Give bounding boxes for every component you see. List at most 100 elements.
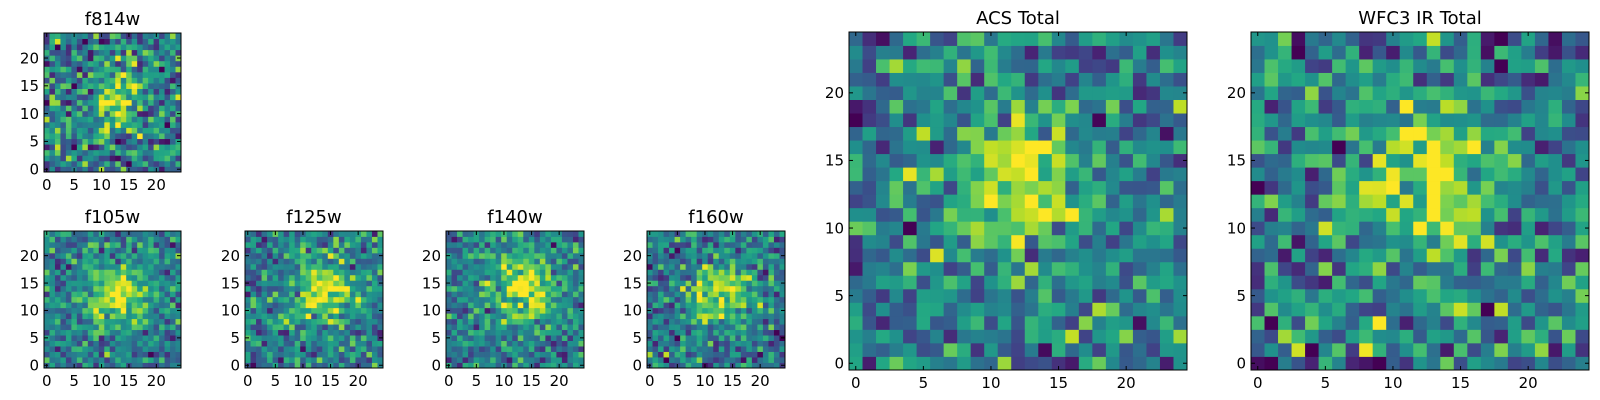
heatmap-cell [109, 55, 116, 62]
heatmap-cell [889, 167, 904, 182]
heatmap-cell [702, 291, 709, 298]
heatmap-cell [713, 231, 720, 237]
heatmap-cell [572, 357, 579, 363]
heatmap-cell [1092, 221, 1107, 236]
heatmap-cell [762, 269, 769, 276]
heatmap-cell [1507, 167, 1522, 182]
x-tick-label: 0 [1253, 374, 1263, 392]
heatmap-cell [159, 88, 165, 95]
heatmap-cell [131, 335, 138, 341]
heatmap-cell [457, 274, 463, 281]
heatmap-cells [647, 231, 786, 369]
heatmap-cell [1494, 342, 1509, 357]
x-tick-label: 15 [1451, 374, 1470, 392]
heatmap-cell [283, 313, 290, 320]
heatmap-cell [87, 252, 94, 259]
heatmap-cell [652, 335, 659, 341]
heatmap-cell [49, 55, 56, 62]
heatmap-cell [333, 231, 340, 237]
heatmap-cell [1146, 153, 1161, 168]
heatmap-cell [1105, 329, 1120, 344]
heatmap-cell [164, 274, 171, 281]
x-tick-label: 5 [472, 372, 482, 390]
heatmap-cell [305, 340, 312, 347]
heatmap-cell [1386, 32, 1401, 46]
heatmap-cell [572, 263, 579, 270]
heatmap-cell [126, 77, 133, 84]
heatmap-cell [1305, 72, 1319, 87]
heatmap-cell [294, 357, 301, 363]
heatmap-cell [60, 231, 67, 237]
heatmap-cell [740, 247, 747, 254]
heatmap-cell [1011, 261, 1026, 276]
heatmap-cell [1024, 45, 1039, 60]
heatmap-cell [148, 296, 154, 303]
heatmap-cell [862, 86, 877, 100]
heatmap-cell [1507, 194, 1522, 209]
heatmap-cell [1399, 113, 1414, 128]
heatmap-cell [984, 329, 999, 344]
heatmap-cell [539, 296, 546, 303]
heatmap-cell [82, 166, 89, 173]
heatmap-cell [294, 285, 301, 292]
heatmap-cell [54, 324, 61, 331]
heatmap-cell [1548, 194, 1563, 209]
heatmap-cell [1372, 207, 1387, 222]
heatmap-cell [137, 241, 144, 248]
heatmap-cell [567, 285, 574, 292]
heatmap-cell [1011, 221, 1026, 236]
heatmap-cell [98, 110, 105, 117]
heatmap-cell [779, 263, 786, 270]
heatmap-cell [889, 86, 904, 100]
heatmap-cell [120, 307, 127, 314]
heatmap-cell [153, 324, 160, 331]
heatmap-cell [137, 127, 144, 134]
heatmap-cell [523, 324, 530, 331]
heatmap-cell [1359, 234, 1374, 249]
heatmap-cell [322, 329, 329, 336]
heatmap-cell [115, 291, 122, 298]
heatmap-cell [876, 261, 890, 276]
heatmap-cell [159, 357, 165, 363]
heatmap-cell [1521, 234, 1536, 249]
heatmap-cell [930, 140, 945, 155]
heatmap-cell [71, 357, 78, 363]
heatmap-cell [984, 153, 999, 168]
heatmap-cell [142, 351, 149, 358]
heatmap-cell [718, 231, 725, 237]
heatmap-cell [1534, 302, 1549, 317]
heatmap-cell [534, 258, 541, 265]
heatmap-cell [142, 346, 149, 352]
heatmap-cell [1119, 167, 1134, 182]
heatmap-cell [462, 263, 469, 270]
heatmap-cell [550, 318, 557, 325]
heatmap-cell [289, 291, 296, 298]
heatmap-cell [1507, 180, 1522, 195]
heatmap-cell [1521, 275, 1536, 290]
heatmap-cell [1453, 302, 1468, 317]
heatmap-cell [164, 160, 171, 167]
heatmap-cell [658, 263, 664, 270]
heatmap-cell [773, 231, 780, 237]
heatmap-cell [669, 231, 675, 237]
heatmap-cell [126, 357, 133, 363]
heatmap-cell [305, 313, 312, 320]
heatmap-cell [545, 280, 552, 287]
heatmap-cell [1507, 45, 1522, 60]
heatmap-cell [54, 362, 61, 369]
heatmap-cell [300, 269, 307, 276]
heatmap-cell [1548, 113, 1563, 128]
heatmap-cell [1065, 315, 1080, 330]
heatmap-cell [490, 324, 497, 331]
heatmap-cell [60, 258, 67, 265]
heatmap-cell [451, 291, 458, 298]
heatmap-cell [1011, 72, 1026, 87]
heatmap-cell [957, 275, 972, 290]
heatmap-cell [338, 318, 345, 325]
heatmap-cell [773, 258, 780, 265]
heatmap-cell [261, 236, 268, 243]
heatmap-cell [1092, 356, 1107, 371]
heatmap-cell [556, 307, 563, 314]
heatmap-cell [170, 258, 176, 265]
heatmap-cell [300, 351, 307, 358]
